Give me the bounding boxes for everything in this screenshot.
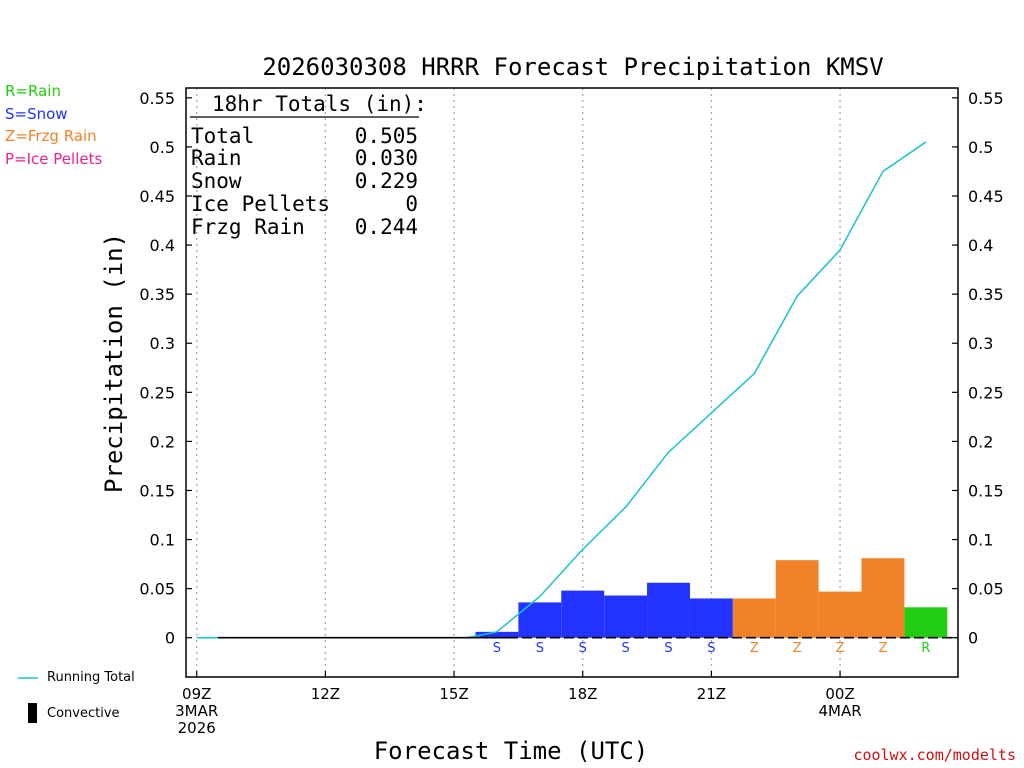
totals-label-total: Total: [191, 124, 254, 148]
precip-type-label: S: [621, 641, 629, 656]
y-tick-label-left: 0.15: [139, 481, 175, 500]
y-tick-label-right: 0.3: [968, 334, 993, 353]
x-tick-label: 18Z: [568, 685, 597, 703]
precip-type-label: S: [536, 641, 544, 656]
y-tick-label-right: 0.05: [968, 580, 1004, 599]
credit-link[interactable]: coolwx.com/modelts: [853, 746, 1016, 764]
y-tick-label-left: 0.5: [150, 138, 175, 157]
totals-label-frzg-rain: Frzg Rain: [191, 215, 305, 239]
precip-bar: [904, 607, 948, 638]
legend-snow: S=Snow: [5, 105, 68, 123]
x-tick-label: 2026: [178, 719, 216, 737]
plot-frame: [185, 87, 959, 678]
totals-value-snow: 0.229: [355, 169, 418, 193]
x-tick-label: 00Z: [825, 685, 854, 703]
y-tick-label-right: 0.25: [968, 383, 1004, 402]
y-axis-label: Precipitation (in): [100, 233, 128, 493]
precip-type-label: S: [707, 641, 715, 656]
totals-value-ice-pellets: 0: [405, 192, 418, 216]
precip-bar: [561, 590, 605, 638]
y-tick-label-right: 0.5: [968, 138, 993, 157]
precip-type-label: S: [664, 641, 672, 656]
y-tick-label-right: 0.35: [968, 285, 1004, 304]
precip-bar: [732, 598, 776, 638]
precip-bar: [775, 560, 819, 638]
y-tick-label-right: 0.1: [968, 531, 993, 550]
precip-bar: [861, 558, 905, 638]
x-tick-label: 09Z: [182, 685, 211, 703]
precip-bar: [647, 582, 690, 638]
x-tick-label: 12Z: [311, 685, 340, 703]
y-tick-label-left: 0.2: [150, 432, 175, 451]
precip-bar: [689, 598, 733, 638]
totals-value-total: 0.505: [355, 124, 418, 148]
y-tick-label-right: 0.55: [968, 89, 1004, 108]
precip-bar: [518, 602, 562, 638]
precip-type-label: Z: [750, 641, 759, 656]
y-tick-label-right: 0.4: [968, 236, 993, 255]
legend-ice-pellets: P=Ice Pellets: [5, 150, 103, 168]
precip-bar: [604, 595, 648, 638]
y-tick-label-right: 0: [968, 629, 978, 648]
chart-title: 2026030308 HRRR Forecast Precipitation K…: [262, 53, 883, 81]
convective-key-icon: [28, 703, 37, 723]
totals-value-frzg-rain: 0.244: [355, 215, 418, 239]
precip-bar: [475, 631, 519, 638]
y-tick-label-left: 0.3: [150, 334, 175, 353]
totals-value-rain: 0.030: [355, 146, 418, 170]
x-axis-label: Forecast Time (UTC): [374, 737, 649, 765]
precip-type-label: Z: [836, 641, 845, 656]
precip-type-label: R: [921, 641, 930, 656]
legend-frzg-rain: Z=Frzg Rain: [5, 127, 97, 145]
y-tick-label-left: 0.1: [150, 531, 175, 550]
totals-box: 18hr Totals (in): Total 0.505 Rain 0.030…: [190, 92, 427, 239]
totals-label-rain: Rain: [191, 146, 242, 170]
y-tick-label-right: 0.2: [968, 432, 993, 451]
y-tick-label-left: 0.25: [139, 383, 175, 402]
legend-rain: R=Rain: [5, 82, 61, 100]
precip-type-label: Z: [793, 641, 802, 656]
y-tick-label-left: 0.4: [150, 236, 175, 255]
y-tick-label-left: 0.45: [139, 187, 175, 206]
precip-type-label: Z: [878, 641, 887, 656]
totals-label-snow: Snow: [191, 169, 242, 193]
y-tick-label-right: 0.15: [968, 481, 1004, 500]
x-tick-label: 3MAR: [175, 702, 218, 720]
y-tick-label-left: 0.55: [139, 89, 175, 108]
precip-type-label: S: [579, 641, 587, 656]
running-total-key-label: Running Total: [47, 670, 135, 685]
y-tick-label-left: 0: [165, 629, 175, 648]
convective-key-label: Convective: [47, 706, 120, 721]
y-tick-label-left: 0.05: [139, 580, 175, 599]
x-tick-label: 21Z: [697, 685, 726, 703]
totals-label-ice-pellets: Ice Pellets: [191, 192, 330, 216]
y-tick-label-left: 0.35: [139, 285, 175, 304]
y-tick-label-right: 0.45: [968, 187, 1004, 206]
x-tick-label: 4MAR: [818, 702, 861, 720]
x-tick-label: 15Z: [439, 685, 468, 703]
precip-bar: [818, 591, 862, 638]
precip-type-label: S: [493, 641, 501, 656]
totals-header: 18hr Totals (in):: [212, 92, 427, 116]
